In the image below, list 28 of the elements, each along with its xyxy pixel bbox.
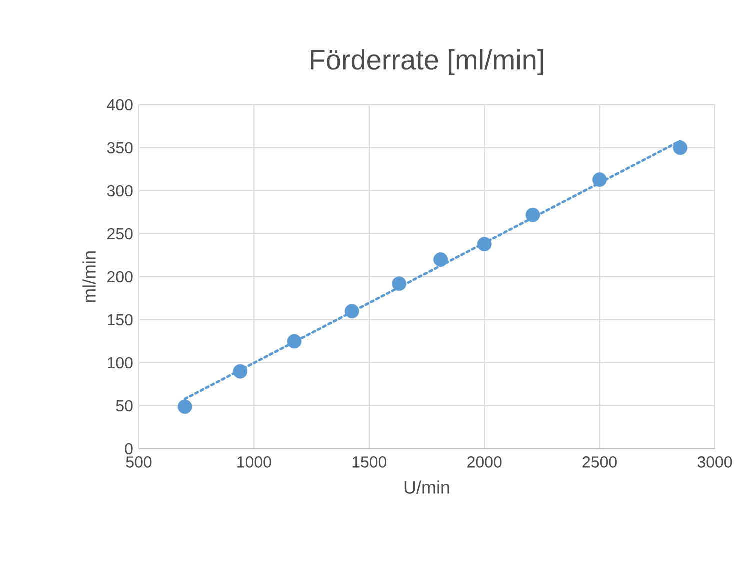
y-tick-label: 350 bbox=[107, 142, 133, 154]
chart-title: Förderrate [ml/min] bbox=[311, 49, 544, 76]
point bbox=[392, 276, 407, 292]
y-tick-label: 150 bbox=[108, 314, 133, 326]
y-tick-label: 0 bbox=[125, 443, 133, 455]
x-tick-label: 2000 bbox=[468, 456, 502, 468]
y-tick-label: 100 bbox=[108, 357, 133, 369]
point bbox=[344, 304, 360, 319]
y-tick-label: 200 bbox=[108, 271, 133, 283]
point bbox=[233, 364, 248, 379]
x-tick-label: 1500 bbox=[352, 456, 387, 468]
point bbox=[178, 400, 192, 414]
y-axis-title: ml/min bbox=[82, 252, 96, 302]
x-axis-title: U/min bbox=[404, 480, 450, 494]
point bbox=[526, 208, 540, 222]
x-tick-label: 2500 bbox=[582, 456, 617, 468]
x-tick-label: 1000 bbox=[238, 456, 272, 468]
x-tick-label: 500 bbox=[126, 456, 152, 468]
point bbox=[477, 237, 492, 252]
y-tick-label: 300 bbox=[107, 185, 133, 197]
point bbox=[287, 334, 302, 349]
y-tick-label: 250 bbox=[108, 228, 133, 240]
x-tick-label: 3000 bbox=[698, 456, 732, 468]
y-tick-label: 50 bbox=[116, 400, 133, 412]
y-tick-label: 400 bbox=[107, 99, 133, 111]
point bbox=[673, 140, 688, 156]
point bbox=[434, 252, 448, 267]
point bbox=[592, 172, 608, 188]
